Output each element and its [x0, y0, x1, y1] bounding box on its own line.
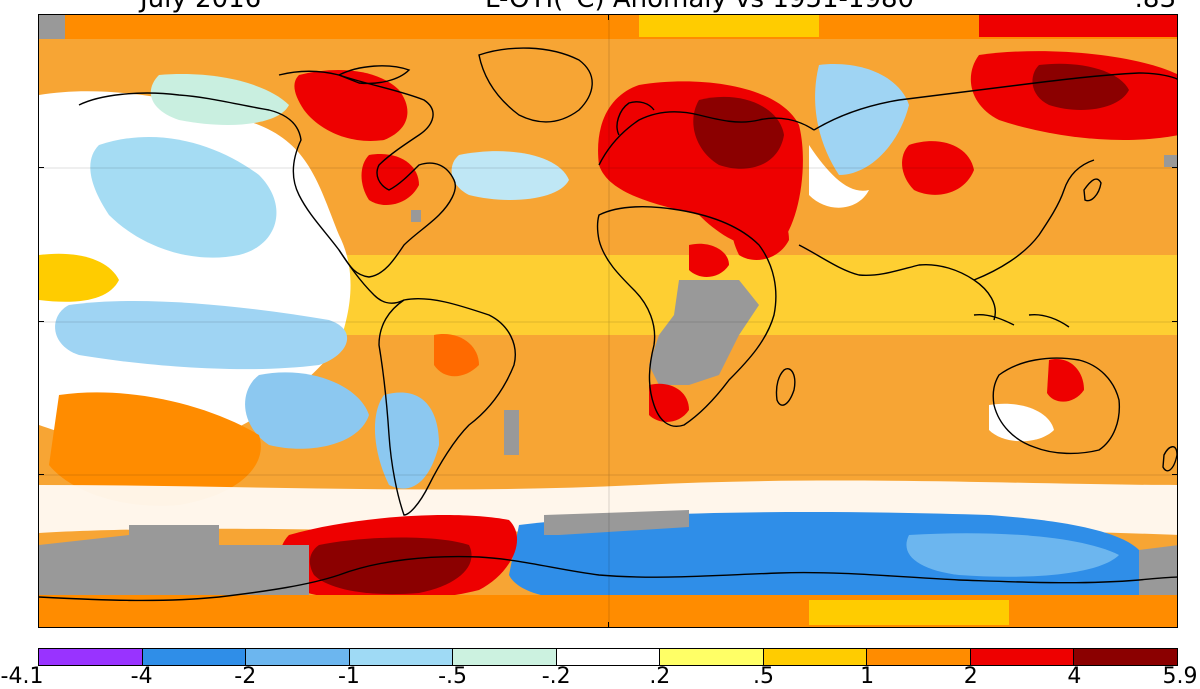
- legend-label: -.5: [438, 664, 467, 689]
- south-america-hot-region: [434, 334, 479, 377]
- lat-tick: [1172, 474, 1178, 475]
- pacific-east-no-data: [1164, 155, 1177, 167]
- legend-swatch: [970, 649, 1075, 665]
- australia-hot-region: [1047, 359, 1084, 402]
- north-pole-yellow: [639, 15, 819, 37]
- russia-extreme-region: [693, 96, 784, 169]
- antarctic-extreme-region: [309, 537, 472, 595]
- legend-swatch: [867, 649, 971, 665]
- lat-tick: [38, 474, 44, 475]
- legend-swatch: [39, 649, 143, 665]
- legend-label: 5.9: [1162, 664, 1198, 689]
- legend-swatch: [349, 649, 454, 665]
- legend-swatch: [453, 649, 557, 665]
- lat-tick: [38, 321, 44, 322]
- arabia-hot-region: [731, 204, 789, 260]
- east-africa-hot-region: [689, 243, 729, 277]
- central-asia-hot-region: [902, 141, 974, 195]
- anomaly-map: [38, 14, 1178, 628]
- legend-label: -.2: [541, 664, 571, 689]
- legend-label: -2: [234, 664, 257, 689]
- legend-label: .5: [752, 664, 774, 689]
- legend-swatch: [246, 649, 350, 665]
- pacific-warm-region-1: [49, 392, 261, 506]
- legend-labels: -4.1 -4 -2 -1 -.5 -.2 .2 .5 1 2 4 5.9: [0, 664, 1200, 689]
- north-pole-no-data: [39, 15, 65, 39]
- antarctic-no-data-west: [39, 525, 309, 595]
- pacific-cool-region-3: [245, 372, 369, 449]
- legend-label: -4: [130, 664, 153, 689]
- pacific-warm-region-2: [39, 253, 119, 302]
- legend-swatch: [1074, 649, 1178, 665]
- legend-label: 2: [963, 664, 978, 689]
- lat-tick: [1172, 167, 1178, 168]
- color-legend: [38, 648, 1178, 666]
- antarctic-light-cool-region: [906, 533, 1119, 577]
- eastern-na-hot-region: [361, 154, 419, 205]
- south-pole-strip-highlight: [809, 600, 1009, 625]
- south-america-cool-region: [374, 392, 439, 489]
- legend-swatch: [763, 649, 868, 665]
- southern-africa-hot-region: [649, 383, 689, 422]
- west-siberia-neutral-ring: [809, 145, 869, 208]
- legend-label: -4.1: [0, 664, 44, 689]
- lat-tick: [1172, 321, 1178, 322]
- north-pole-hot: [979, 15, 1177, 37]
- central-africa-no-data: [649, 280, 759, 385]
- graticule: [39, 15, 1177, 627]
- hudson-no-data: [411, 210, 421, 222]
- period-title: July 2016: [140, 0, 261, 14]
- lon-tick: [608, 14, 609, 20]
- lon-tick: [608, 622, 609, 628]
- map-header: July 2016 L-OTI(°C) Anomaly vs 1951-1980…: [0, 0, 1200, 14]
- west-siberia-cool-region: [815, 64, 909, 175]
- legend-swatch: [660, 649, 764, 665]
- pacific-cool-region-1: [90, 136, 277, 258]
- canada-hot-region: [294, 70, 408, 141]
- legend-label: .2: [649, 664, 671, 689]
- antarctic-no-data-east: [1139, 545, 1177, 595]
- legend-label: 1: [860, 664, 875, 689]
- legend-swatch: [142, 649, 247, 665]
- coastlines: [39, 47, 1177, 602]
- legend-label: 4: [1067, 664, 1082, 689]
- anomaly-title: L-OTI(°C) Anomaly vs 1951-1980: [485, 0, 914, 14]
- australia-cool-region: [989, 403, 1054, 442]
- pacific-cool-region-2: [55, 300, 348, 370]
- south-atlantic-no-data: [504, 410, 519, 455]
- legend-swatch: [556, 649, 661, 665]
- global-mean-value: .83: [1135, 0, 1176, 14]
- legend-label: -1: [337, 664, 360, 689]
- lat-tick: [38, 167, 44, 168]
- pacific-cool-region-4: [150, 74, 289, 125]
- antarctic-no-data-central: [544, 510, 689, 535]
- na-cool-region: [451, 151, 569, 200]
